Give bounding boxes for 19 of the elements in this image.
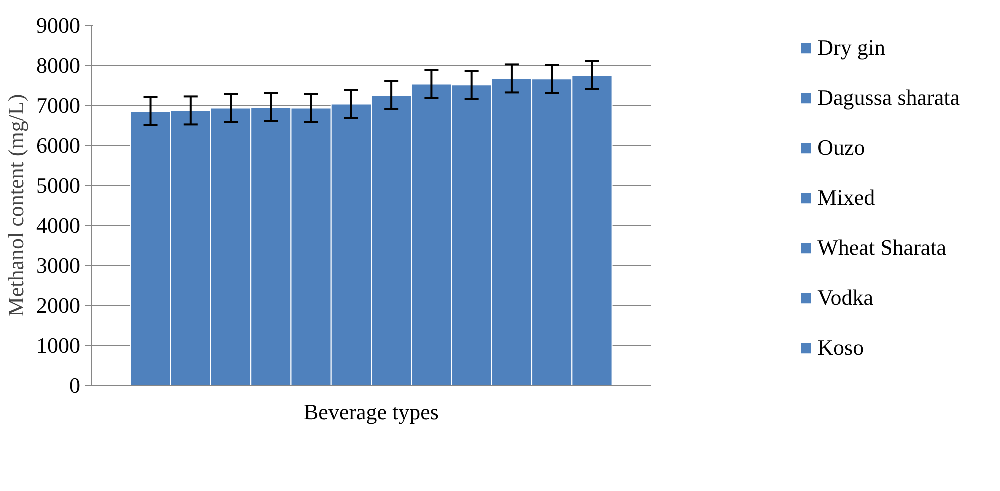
y-tick-label: 1000 [36,333,80,358]
legend-label: Koso [818,335,864,361]
x-tick-label: Beverage types [304,400,439,424]
legend-label: Vodka [818,285,874,311]
legend-label: Dry gin [818,35,886,61]
y-tick-label: 9000 [36,13,80,38]
legend-label: Wheat Sharata [818,235,947,261]
legend-label: Ouzo [818,135,866,161]
y-tick-label: 6000 [36,133,80,158]
y-axis-title: Methanol content (mg/L) [4,94,28,317]
y-tick-label: 0 [70,373,80,398]
legend-label: Mixed [818,185,876,211]
y-tick-label: 8000 [36,53,80,78]
y-tick-label: 3000 [36,253,80,278]
y-tick-label: 4000 [36,213,80,238]
legend-label: Dagussa sharata [818,85,960,111]
y-tick-label: 7000 [36,93,80,118]
y-tick-label: 2000 [36,293,80,318]
y-tick-label: 5000 [36,173,80,198]
